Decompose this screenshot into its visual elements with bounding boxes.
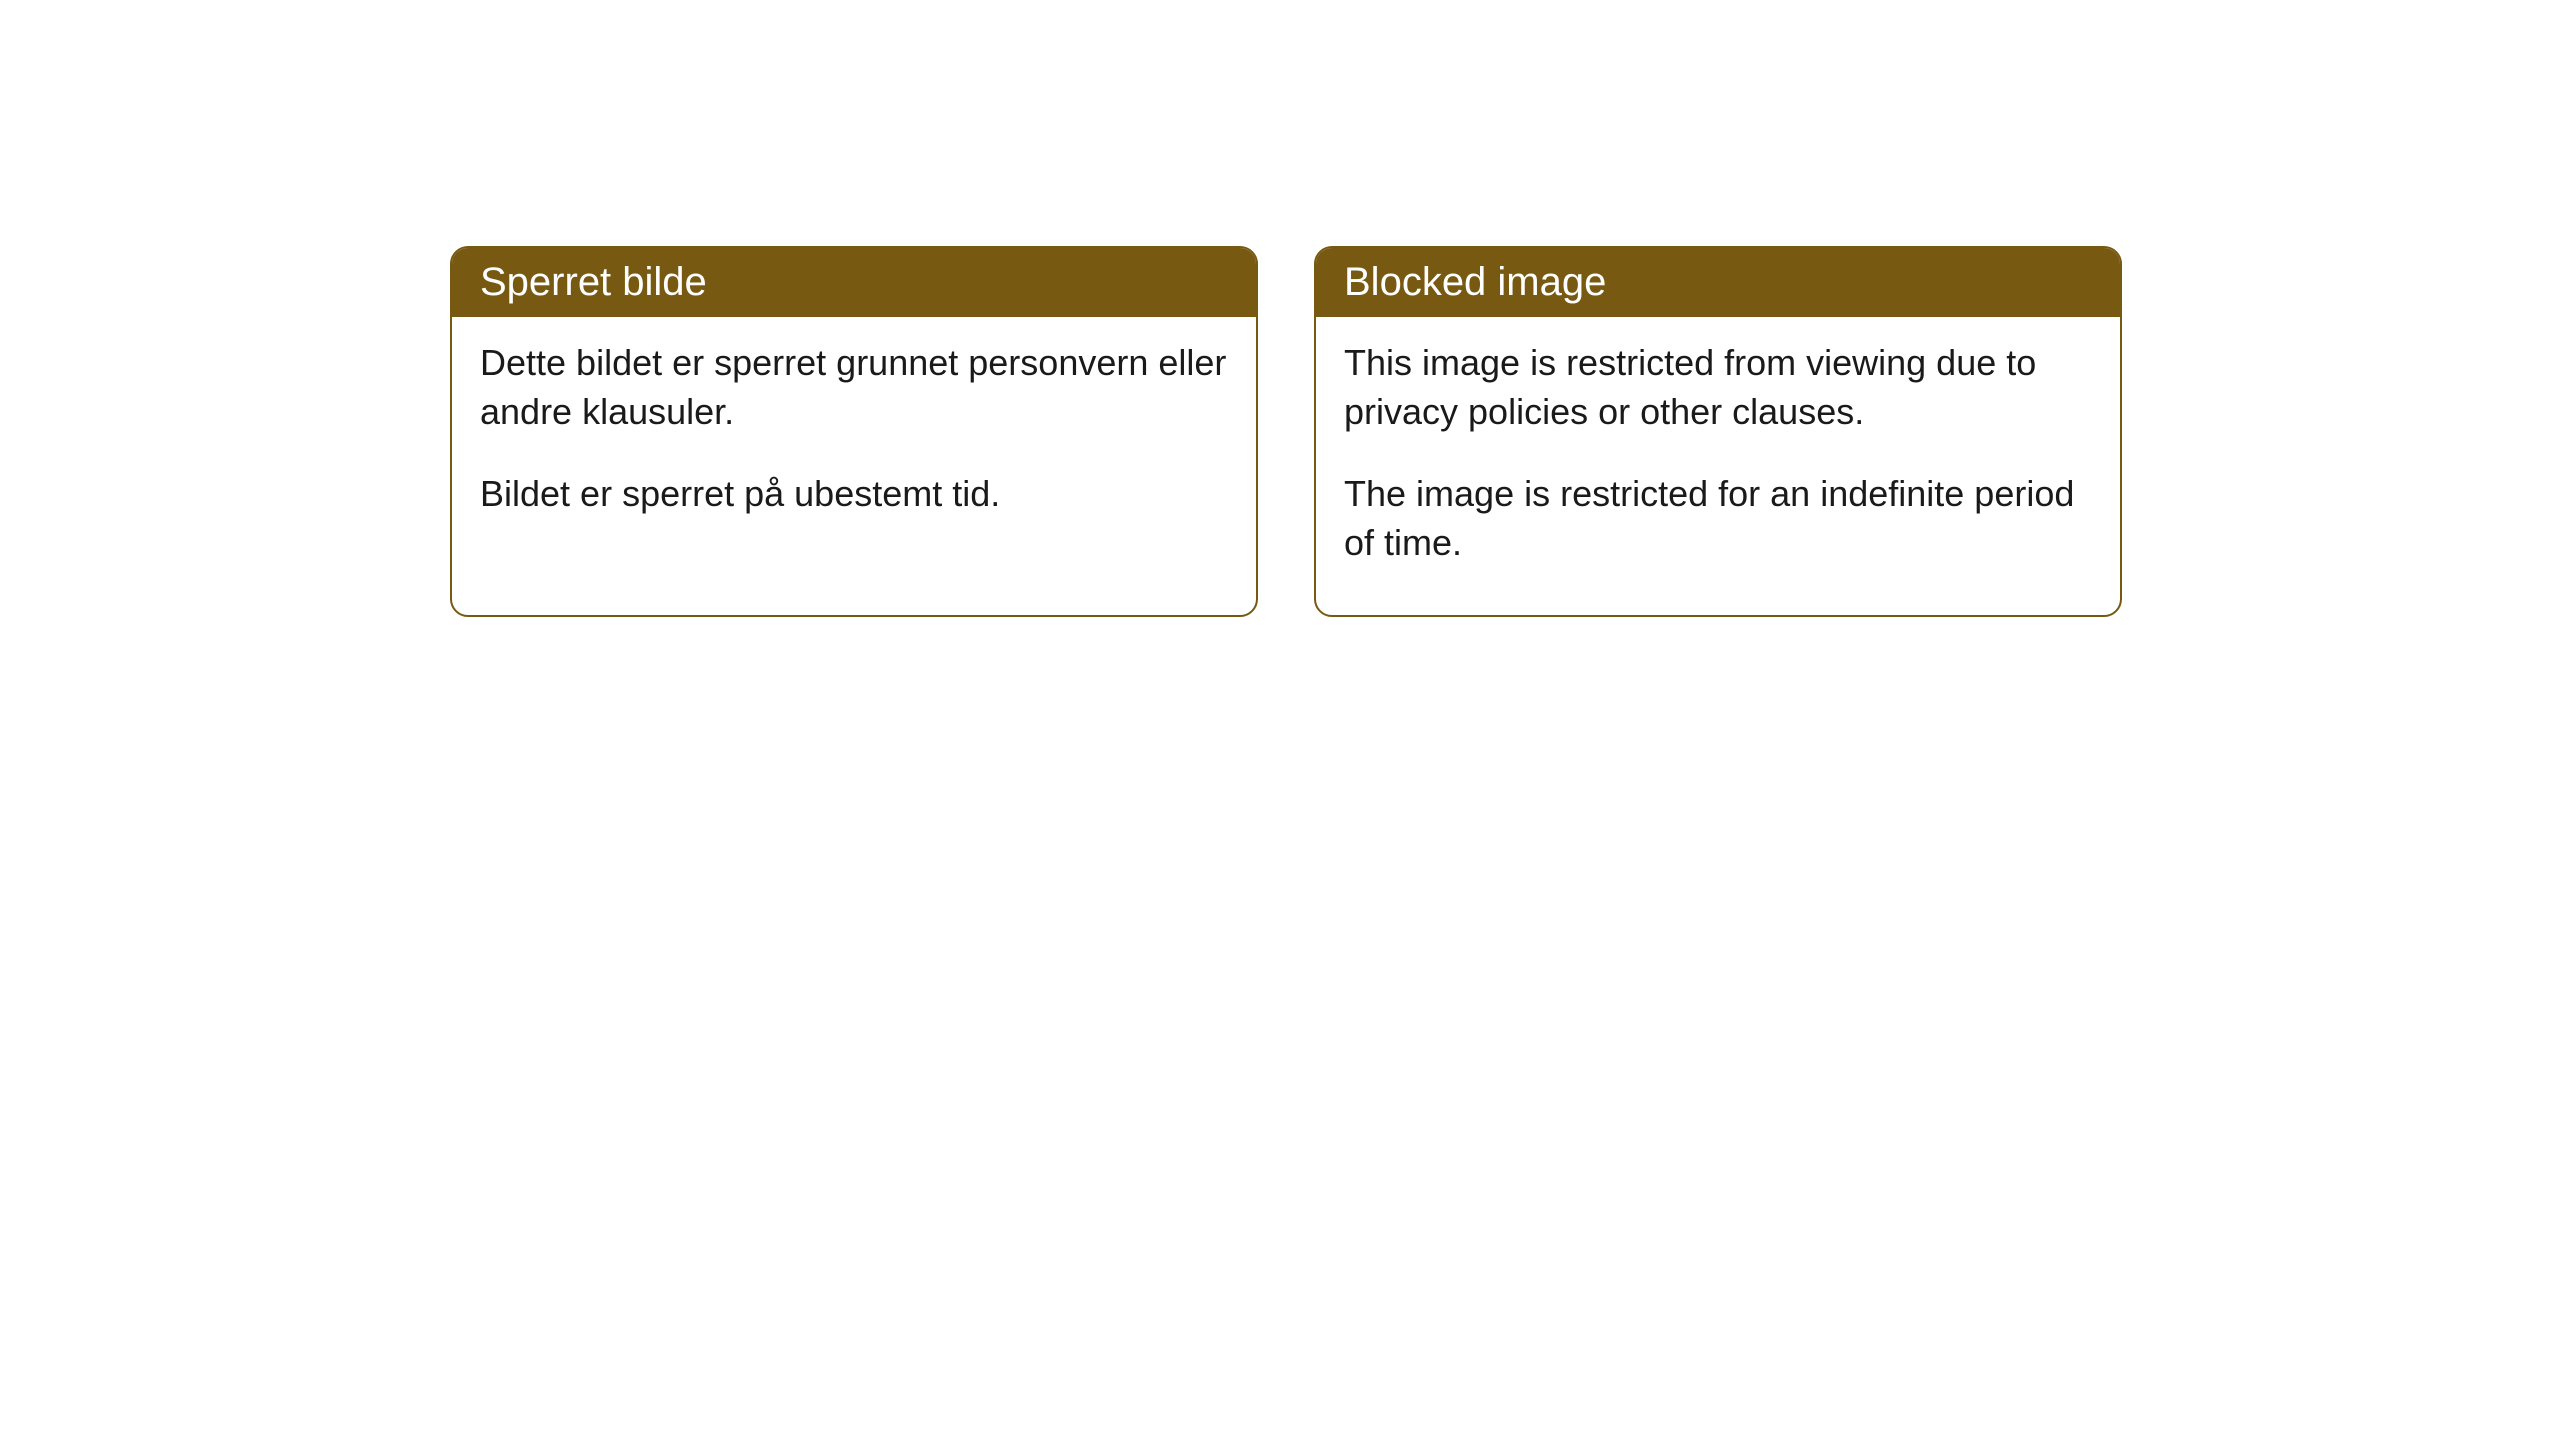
message-cards-container: Sperret bilde Dette bildet er sperret gr… bbox=[450, 246, 2122, 617]
card-header: Sperret bilde bbox=[452, 248, 1256, 317]
card-header-title: Sperret bilde bbox=[480, 260, 707, 304]
card-body: This image is restricted from viewing du… bbox=[1316, 317, 2120, 615]
card-body-line2: Bildet er sperret på ubestemt tid. bbox=[480, 470, 1228, 519]
card-header: Blocked image bbox=[1316, 248, 2120, 317]
card-body-line2: The image is restricted for an indefinit… bbox=[1344, 470, 2092, 567]
blocked-image-card-english: Blocked image This image is restricted f… bbox=[1314, 246, 2122, 617]
card-body-line1: This image is restricted from viewing du… bbox=[1344, 339, 2092, 436]
card-body-line1: Dette bildet er sperret grunnet personve… bbox=[480, 339, 1228, 436]
blocked-image-card-norwegian: Sperret bilde Dette bildet er sperret gr… bbox=[450, 246, 1258, 617]
card-body: Dette bildet er sperret grunnet personve… bbox=[452, 317, 1256, 567]
card-header-title: Blocked image bbox=[1344, 260, 1606, 304]
